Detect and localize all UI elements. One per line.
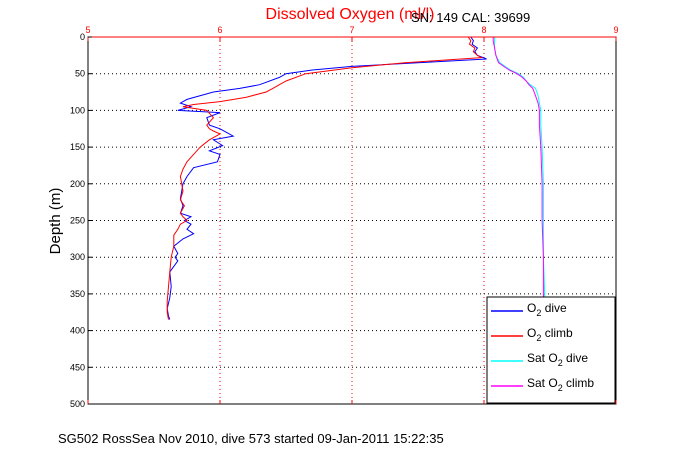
y-tick-label: 350 <box>70 289 85 299</box>
y-tick-label: 250 <box>70 216 85 226</box>
x-tick-label: 9 <box>613 25 618 35</box>
grid <box>88 37 616 404</box>
y-tick-label: 400 <box>70 326 85 336</box>
series-line-3 <box>494 37 546 331</box>
y-tick-label: 500 <box>70 399 85 409</box>
legend-label-1: O2 dive <box>527 301 567 318</box>
legend-label-4: Sat O2 climb <box>527 376 594 393</box>
series-layer <box>166 36 546 331</box>
x-tick-label: 6 <box>217 25 222 35</box>
legend-label-2: O2 climb <box>527 326 573 343</box>
y-tick-label: 300 <box>70 252 85 262</box>
y-tick-label: 450 <box>70 362 85 372</box>
serial-calibration-text: SN: 149 CAL: 39699 <box>411 10 530 25</box>
series-line-1 <box>166 36 487 320</box>
y-tick-label: 0 <box>80 32 85 42</box>
y-tick-label: 150 <box>70 142 85 152</box>
x-tick-label: 7 <box>349 25 354 35</box>
x-tick-label: 5 <box>85 25 90 35</box>
legend-label-3: Sat O2 dive <box>527 351 588 368</box>
series-line-2 <box>166 36 484 320</box>
dive-caption: SG502 RossSea Nov 2010, dive 573 started… <box>58 431 444 446</box>
y-axis-label: Depth (m) <box>47 188 64 255</box>
chart-title: Dissolved Oxygen (ml/l) <box>266 6 435 23</box>
series-line-4 <box>492 37 546 331</box>
axes: 5 6 7 8 9 0 50 100 150 200 250 300 350 400 450 500 <box>70 25 619 409</box>
x-tick-label: 8 <box>481 25 486 35</box>
y-tick-label: 50 <box>75 69 85 79</box>
y-tick-label: 200 <box>70 179 85 189</box>
legend: O2 dive O2 climb Sat O2 dive Sat O2 climb <box>486 296 616 404</box>
y-tick-label: 100 <box>70 105 85 115</box>
